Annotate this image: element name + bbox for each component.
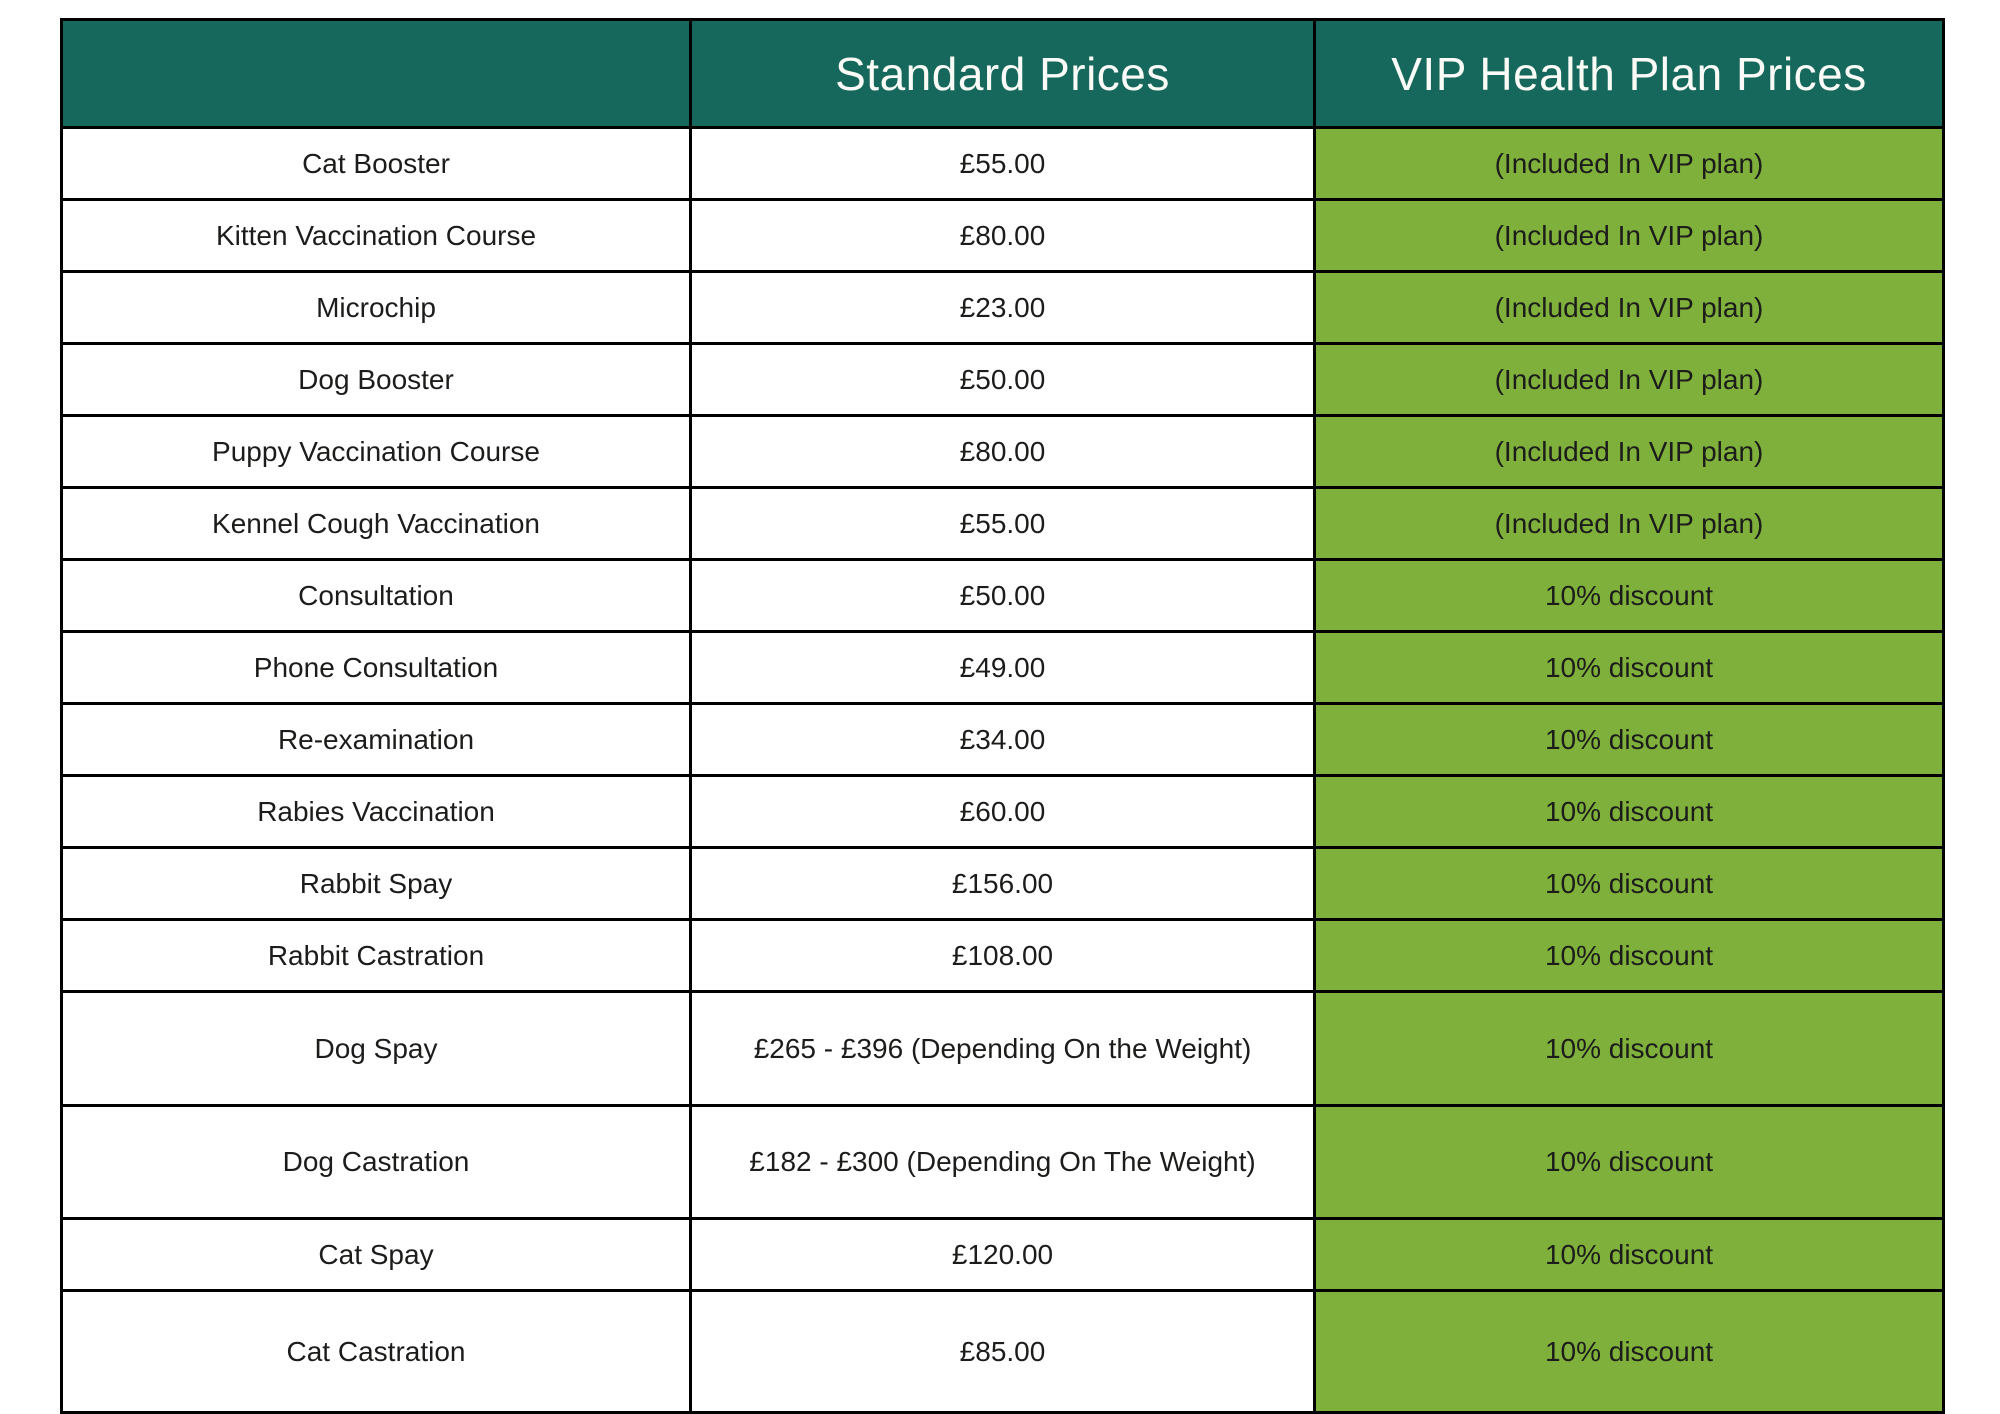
service-name-cell: Dog Booster: [60, 342, 692, 417]
table-row: Re-examination £34.00 10% discount: [60, 702, 1945, 777]
standard-price-cell: £50.00: [689, 342, 1316, 417]
service-name-cell: Re-examination: [60, 702, 692, 777]
vip-price-cell: 10% discount: [1313, 990, 1945, 1107]
standard-price-cell: £120.00: [689, 1217, 1316, 1292]
service-name-cell: Rabbit Spay: [60, 846, 692, 921]
table-row: Kennel Cough Vaccination £55.00 (Include…: [60, 486, 1945, 561]
standard-price-cell: £182 - £300 (Depending On The Weight): [689, 1104, 1316, 1220]
vip-price-cell: 10% discount: [1313, 918, 1945, 993]
header-cell-standard-prices: Standard Prices: [689, 18, 1316, 129]
service-name-cell: Rabies Vaccination: [60, 774, 692, 849]
service-name-cell: Kennel Cough Vaccination: [60, 486, 692, 561]
table-row: Dog Spay £265 - £396 (Depending On the W…: [60, 990, 1945, 1107]
table-row: Microchip £23.00 (Included In VIP plan): [60, 270, 1945, 345]
vip-price-cell: 10% discount: [1313, 1104, 1945, 1220]
standard-price-cell: £80.00: [689, 198, 1316, 273]
standard-price-cell: £55.00: [689, 486, 1316, 561]
standard-price-cell: £50.00: [689, 558, 1316, 633]
table-row: Dog Castration £182 - £300 (Depending On…: [60, 1104, 1945, 1220]
vip-price-cell: (Included In VIP plan): [1313, 414, 1945, 489]
standard-price-cell: £108.00: [689, 918, 1316, 993]
vip-price-cell: 10% discount: [1313, 846, 1945, 921]
table-row: Puppy Vaccination Course £80.00 (Include…: [60, 414, 1945, 489]
header-cell-service: [60, 18, 692, 129]
table-row: Cat Spay £120.00 10% discount: [60, 1217, 1945, 1292]
table-row: Cat Booster £55.00 (Included In VIP plan…: [60, 126, 1945, 201]
service-name-cell: Dog Castration: [60, 1104, 692, 1220]
standard-price-cell: £156.00: [689, 846, 1316, 921]
service-name-cell: Kitten Vaccination Course: [60, 198, 692, 273]
standard-price-cell: £49.00: [689, 630, 1316, 705]
vip-price-cell: (Included In VIP plan): [1313, 198, 1945, 273]
service-name-cell: Consultation: [60, 558, 692, 633]
pricing-table-header: Standard Prices VIP Health Plan Prices: [60, 18, 1945, 129]
vip-price-cell: (Included In VIP plan): [1313, 270, 1945, 345]
service-name-cell: Puppy Vaccination Course: [60, 414, 692, 489]
vip-price-cell: (Included In VIP plan): [1313, 486, 1945, 561]
standard-price-cell: £23.00: [689, 270, 1316, 345]
table-row: Rabies Vaccination £60.00 10% discount: [60, 774, 1945, 849]
pricing-table: Standard Prices VIP Health Plan Prices C…: [60, 18, 1945, 1414]
service-name-cell: Cat Booster: [60, 126, 692, 201]
vip-price-cell: 10% discount: [1313, 774, 1945, 849]
table-row: Cat Castration £85.00 10% discount: [60, 1289, 1945, 1414]
price-table-body: Cat Booster £55.00 (Included In VIP plan…: [60, 126, 1945, 1414]
standard-price-cell: £85.00: [689, 1289, 1316, 1414]
vip-price-cell: (Included In VIP plan): [1313, 342, 1945, 417]
table-row: Dog Booster £50.00 (Included In VIP plan…: [60, 342, 1945, 417]
service-name-cell: Cat Castration: [60, 1289, 692, 1414]
pricing-table-container: Standard Prices VIP Health Plan Prices C…: [60, 18, 1945, 1414]
service-name-cell: Microchip: [60, 270, 692, 345]
header-cell-vip-plan-prices: VIP Health Plan Prices: [1313, 18, 1945, 129]
service-name-cell: Phone Consultation: [60, 630, 692, 705]
table-row: Phone Consultation £49.00 10% discount: [60, 630, 1945, 705]
service-name-cell: Rabbit Castration: [60, 918, 692, 993]
table-row: Rabbit Castration £108.00 10% discount: [60, 918, 1945, 993]
vip-price-cell: 10% discount: [1313, 1217, 1945, 1292]
table-row: Rabbit Spay £156.00 10% discount: [60, 846, 1945, 921]
vip-price-cell: 10% discount: [1313, 630, 1945, 705]
header-row: Standard Prices VIP Health Plan Prices: [60, 18, 1945, 129]
service-name-cell: Dog Spay: [60, 990, 692, 1107]
standard-price-cell: £60.00: [689, 774, 1316, 849]
standard-price-cell: £80.00: [689, 414, 1316, 489]
vip-price-cell: 10% discount: [1313, 558, 1945, 633]
service-name-cell: Cat Spay: [60, 1217, 692, 1292]
standard-price-cell: £34.00: [689, 702, 1316, 777]
vip-price-cell: 10% discount: [1313, 1289, 1945, 1414]
table-row: Kitten Vaccination Course £80.00 (Includ…: [60, 198, 1945, 273]
standard-price-cell: £55.00: [689, 126, 1316, 201]
vip-price-cell: (Included In VIP plan): [1313, 126, 1945, 201]
table-row: Consultation £50.00 10% discount: [60, 558, 1945, 633]
vip-price-cell: 10% discount: [1313, 702, 1945, 777]
standard-price-cell: £265 - £396 (Depending On the Weight): [689, 990, 1316, 1107]
